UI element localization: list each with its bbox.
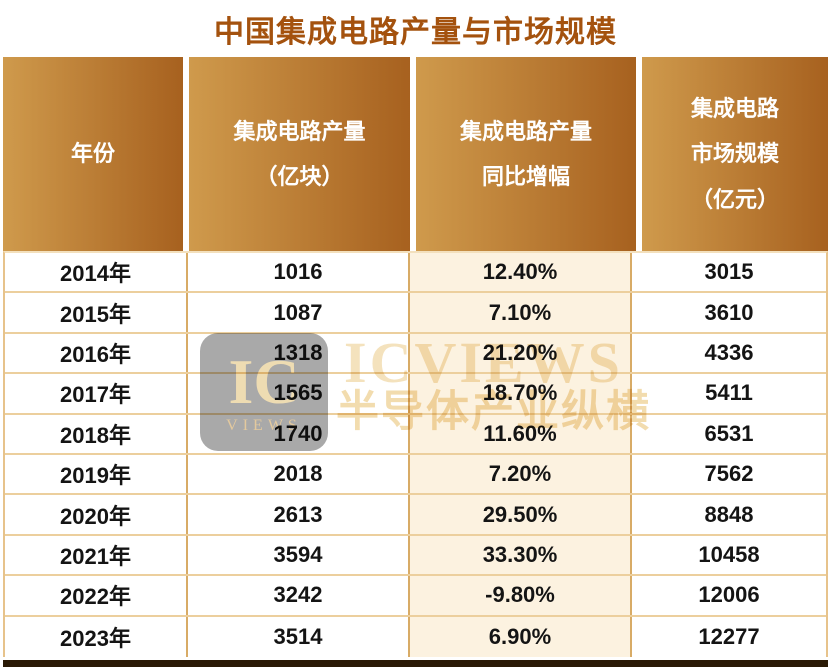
year-cell: 2018年 (5, 414, 186, 453)
growth-cell: 7.20% (408, 454, 630, 494)
table-header-row: 年份 集成电路产量 （亿块） 集成电路产量 同比增幅 集成电路 市场规模 （亿元… (0, 57, 831, 251)
growth-cell: 29.50% (408, 495, 630, 534)
year-cell: 2023年 (5, 616, 186, 657)
production-cell: 1318 (186, 333, 408, 373)
year-cell: 2019年 (5, 454, 186, 494)
production-cell: 3242 (186, 576, 408, 615)
year-cell: 2020年 (5, 495, 186, 534)
header-growth-line1: 集成电路产量 (459, 118, 592, 144)
growth-cell: 11.60% (408, 414, 630, 453)
market-cell: 5411 (630, 374, 826, 413)
production-cell: 1087 (186, 293, 408, 332)
market-cell: 7562 (630, 454, 826, 494)
growth-cell: -9.80% (408, 576, 630, 615)
production-cell: 3514 (186, 616, 408, 657)
table-row: 2016年 1318 21.20% 4336 (5, 333, 826, 375)
header-market-line1: 集成电路 (690, 96, 779, 122)
table-row: 2014年 1016 12.40% 3015 (5, 253, 826, 294)
production-cell: 2613 (186, 495, 408, 534)
market-cell: 12277 (630, 616, 826, 657)
market-cell: 4336 (630, 333, 826, 373)
year-cell: 2015年 (5, 293, 186, 332)
market-cell: 8848 (630, 495, 826, 534)
market-cell: 6531 (630, 414, 826, 453)
market-cell: 3610 (630, 293, 826, 332)
header-cell-year: 年份 (3, 57, 183, 251)
growth-cell: 7.10% (408, 293, 630, 332)
header-production-line1: 集成电路产量 (233, 118, 366, 144)
year-cell: 2021年 (5, 535, 186, 575)
table-row: 2019年 2018 7.20% 7562 (5, 454, 826, 496)
market-cell: 10458 (630, 535, 826, 575)
year-cell: 2022年 (5, 576, 186, 615)
year-cell: 2014年 (5, 253, 186, 292)
production-cell: 3594 (186, 535, 408, 575)
production-cell: 1565 (186, 374, 408, 413)
growth-cell: 21.20% (408, 333, 630, 373)
table-row: 2018年 1740 11.60% 6531 (5, 414, 826, 455)
market-cell: 12006 (630, 576, 826, 615)
table-row: 2023年 3514 6.90% 12277 (5, 616, 826, 657)
growth-cell: 33.30% (408, 535, 630, 575)
production-cell: 2018 (186, 454, 408, 494)
table-row: 2021年 3594 33.30% 10458 (5, 535, 826, 577)
table-row: 2022年 3242 -9.80% 12006 (5, 576, 826, 617)
production-cell: 1740 (186, 414, 408, 453)
year-cell: 2016年 (5, 333, 186, 373)
table-row: 2020年 2613 29.50% 8848 (5, 495, 826, 536)
header-cell-growth: 集成电路产量 同比增幅 (416, 57, 636, 251)
header-market-line3: （亿元） (690, 186, 779, 212)
header-market-line2: 市场规模 (690, 141, 779, 167)
growth-cell: 18.70% (408, 374, 630, 413)
production-cell: 1016 (186, 253, 408, 292)
table-row: 2015年 1087 7.10% 3610 (5, 293, 826, 334)
table-body: 2014年 1016 12.40% 3015 2015年 1087 7.10% … (3, 251, 828, 657)
growth-cell: 12.40% (408, 253, 630, 292)
header-cell-production: 集成电路产量 （亿块） (189, 57, 410, 251)
header-year-label: 年份 (70, 141, 115, 167)
growth-cell: 6.90% (408, 616, 630, 657)
header-growth-line2: 同比增幅 (481, 164, 570, 189)
table-row: 2017年 1565 18.70% 5411 (5, 374, 826, 415)
header-production-line2: （亿块） (255, 164, 344, 189)
table-bottom-border (3, 660, 828, 667)
year-cell: 2017年 (5, 374, 186, 413)
page-title: 中国集成电路产量与市场规模 (214, 15, 617, 49)
header-cell-market: 集成电路 市场规模 （亿元） (642, 57, 828, 251)
market-cell: 3015 (630, 253, 826, 292)
